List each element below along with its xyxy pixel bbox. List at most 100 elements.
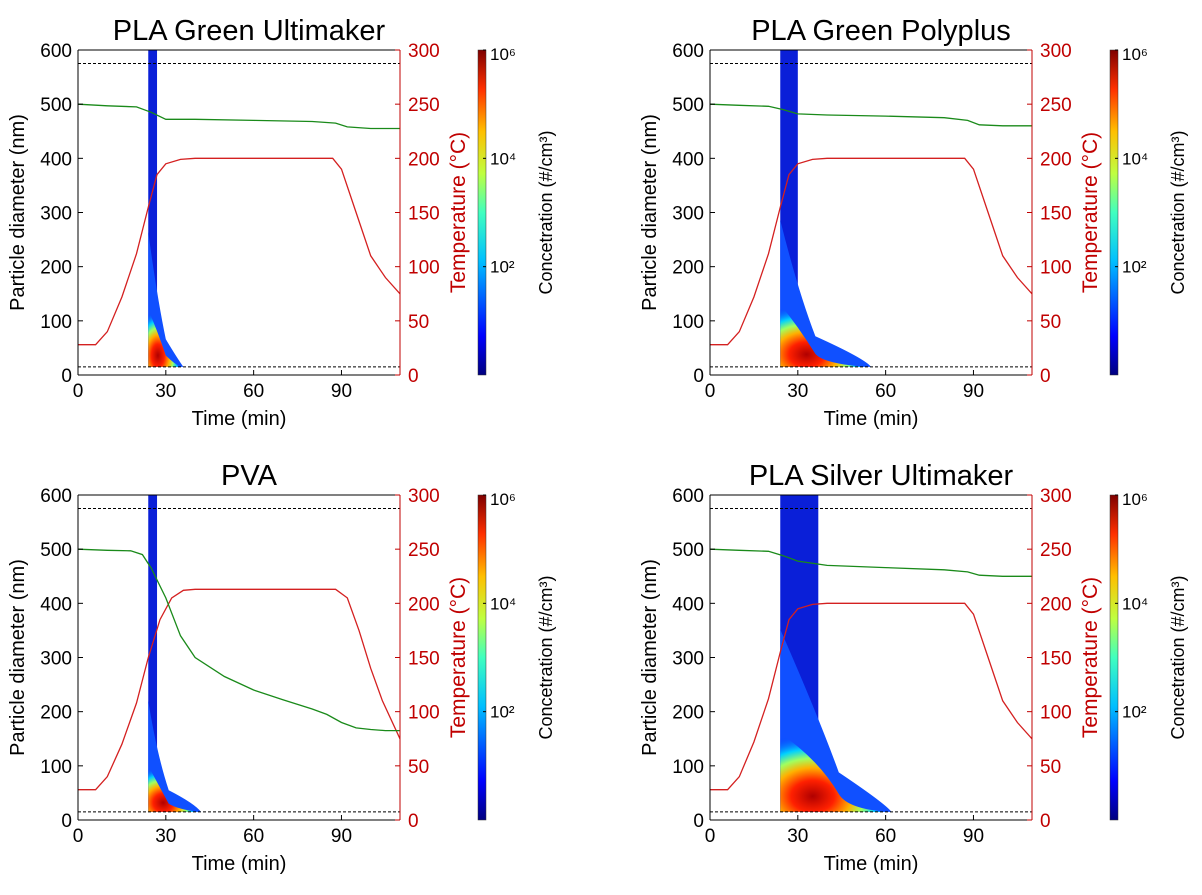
colorbar-tick-label: 10²	[1122, 258, 1147, 277]
y2-tick-label: 0	[1040, 811, 1051, 832]
colorbar-tick-label: 10⁶	[490, 45, 516, 64]
temperature-line	[78, 588, 400, 791]
y2-tick-label: 250	[408, 95, 440, 116]
x-tick-label: 30	[787, 381, 808, 402]
x-tick-label: 60	[875, 381, 896, 402]
panel-pla-green-ultimaker: 0 30 60 90 0 100 200 300 400 500 600 0 50 100 150 200 25…	[7, 15, 556, 430]
y2-tick-label: 250	[408, 540, 440, 561]
y2-tick-label: 50	[1040, 312, 1061, 333]
y-axis-label: Particle diameter (nm)	[639, 114, 661, 311]
panel-pla-green-polyplus: 0 30 60 90 0 100 200 300 400 500 600 0 50 100 150 200 25…	[639, 15, 1188, 430]
y-tick-label: 200	[672, 258, 704, 279]
colorbar-tick-label: 10⁴	[1122, 594, 1148, 613]
x-tick-label: 90	[963, 381, 984, 402]
y-tick-label: 300	[40, 649, 72, 670]
plot-area	[78, 50, 400, 368]
y2-tick-label: 150	[1040, 649, 1072, 670]
diameter-line	[78, 548, 400, 732]
colorbar-label: Concetration (#/cm³)	[1168, 575, 1188, 739]
y-tick-label: 0	[693, 366, 704, 387]
y-tick-label: 400	[672, 594, 704, 615]
y-tick-label: 200	[40, 258, 72, 279]
y2-tick-label: 300	[408, 486, 440, 507]
y-tick-label: 0	[61, 811, 72, 832]
concentration-heatmap	[780, 50, 871, 367]
y2-tick-label: 0	[1040, 366, 1051, 387]
x-axis-label: Time (min)	[192, 853, 287, 875]
diameter-line	[78, 103, 400, 130]
colorbar	[1109, 494, 1119, 821]
y-tick-label: 300	[40, 204, 72, 225]
y-tick-label: 100	[40, 757, 72, 778]
colorbar-label: Concetration (#/cm³)	[536, 130, 556, 294]
y2-tick-label: 300	[1040, 41, 1072, 62]
x-tick-label: 90	[331, 826, 352, 847]
x-tick-label: 0	[705, 381, 716, 402]
colorbar	[477, 49, 487, 376]
x-tick-label: 0	[705, 826, 716, 847]
y-tick-label: 200	[40, 703, 72, 724]
concentration-heatmap	[780, 495, 892, 812]
y-tick-label: 300	[672, 649, 704, 670]
heatmap-core	[148, 765, 199, 812]
y2-tick-label: 0	[408, 366, 419, 387]
colorbar-tick-label: 10²	[490, 703, 515, 722]
heatmap-band	[148, 50, 158, 367]
x-tick-label: 0	[73, 826, 84, 847]
panel-pla-silver-ultimaker: 0 30 60 90 0 100 200 300 400 500 600 0 50 100 150 200 25…	[639, 460, 1188, 875]
y-axis-label: Particle diameter (nm)	[639, 559, 661, 756]
y-tick-label: 400	[40, 149, 72, 170]
y2-axis-label: Temperature (°C)	[447, 577, 470, 738]
colorbar-label: Concetration (#/cm³)	[1168, 130, 1188, 294]
colorbar	[1109, 49, 1119, 376]
y2-axis-label: Temperature (°C)	[1079, 132, 1102, 293]
y-tick-label: 300	[672, 204, 704, 225]
y2-tick-label: 150	[408, 649, 440, 670]
y-tick-label: 0	[693, 811, 704, 832]
x-tick-label: 60	[875, 826, 896, 847]
colorbar-label: Concetration (#/cm³)	[536, 575, 556, 739]
y-tick-label: 500	[40, 95, 72, 116]
heatmap-core	[780, 733, 889, 812]
y2-tick-label: 50	[408, 312, 429, 333]
diameter-line	[710, 548, 1032, 577]
colorbar-tick-label: 10²	[1122, 703, 1147, 722]
diameter-line	[710, 103, 1032, 127]
y2-tick-label: 300	[408, 41, 440, 62]
heatmap-tail	[780, 220, 871, 367]
y-tick-label: 100	[672, 757, 704, 778]
x-tick-label: 60	[243, 381, 264, 402]
x-tick-label: 30	[787, 826, 808, 847]
y-tick-label: 500	[40, 540, 72, 561]
y-tick-label: 500	[672, 540, 704, 561]
plot-area	[710, 50, 1032, 368]
x-tick-label: 0	[73, 381, 84, 402]
x-tick-label: 90	[331, 381, 352, 402]
heatmap-tail	[148, 700, 201, 812]
y2-tick-label: 100	[1040, 703, 1072, 724]
concentration-heatmap	[148, 495, 201, 812]
y2-tick-label: 100	[408, 703, 440, 724]
y2-tick-label: 200	[408, 594, 440, 615]
y2-tick-label: 50	[408, 757, 429, 778]
y-tick-label: 600	[40, 486, 72, 507]
x-axis-label: Time (min)	[824, 853, 919, 875]
x-tick-label: 30	[155, 826, 176, 847]
x-tick-label: 60	[243, 826, 264, 847]
y-tick-label: 400	[672, 149, 704, 170]
panel-pva: 0 30 60 90 0 100 200 300 400 500 600 0 50 100 150 200 25…	[7, 460, 556, 875]
temperature-line	[710, 602, 1032, 791]
y-tick-label: 500	[672, 95, 704, 116]
heatmap-core	[780, 304, 869, 367]
y-axis-label: Particle diameter (nm)	[7, 114, 29, 311]
y2-tick-label: 150	[408, 204, 440, 225]
colorbar-tick-label: 10⁶	[1122, 490, 1148, 509]
x-tick-label: 90	[963, 826, 984, 847]
colorbar-tick-label: 10⁴	[490, 594, 516, 613]
x-axis-label: Time (min)	[192, 408, 287, 430]
y2-tick-label: 200	[408, 149, 440, 170]
colorbar	[477, 494, 487, 821]
y-tick-label: 600	[672, 486, 704, 507]
chart-title: PLA Green Polyplus	[751, 15, 1011, 47]
